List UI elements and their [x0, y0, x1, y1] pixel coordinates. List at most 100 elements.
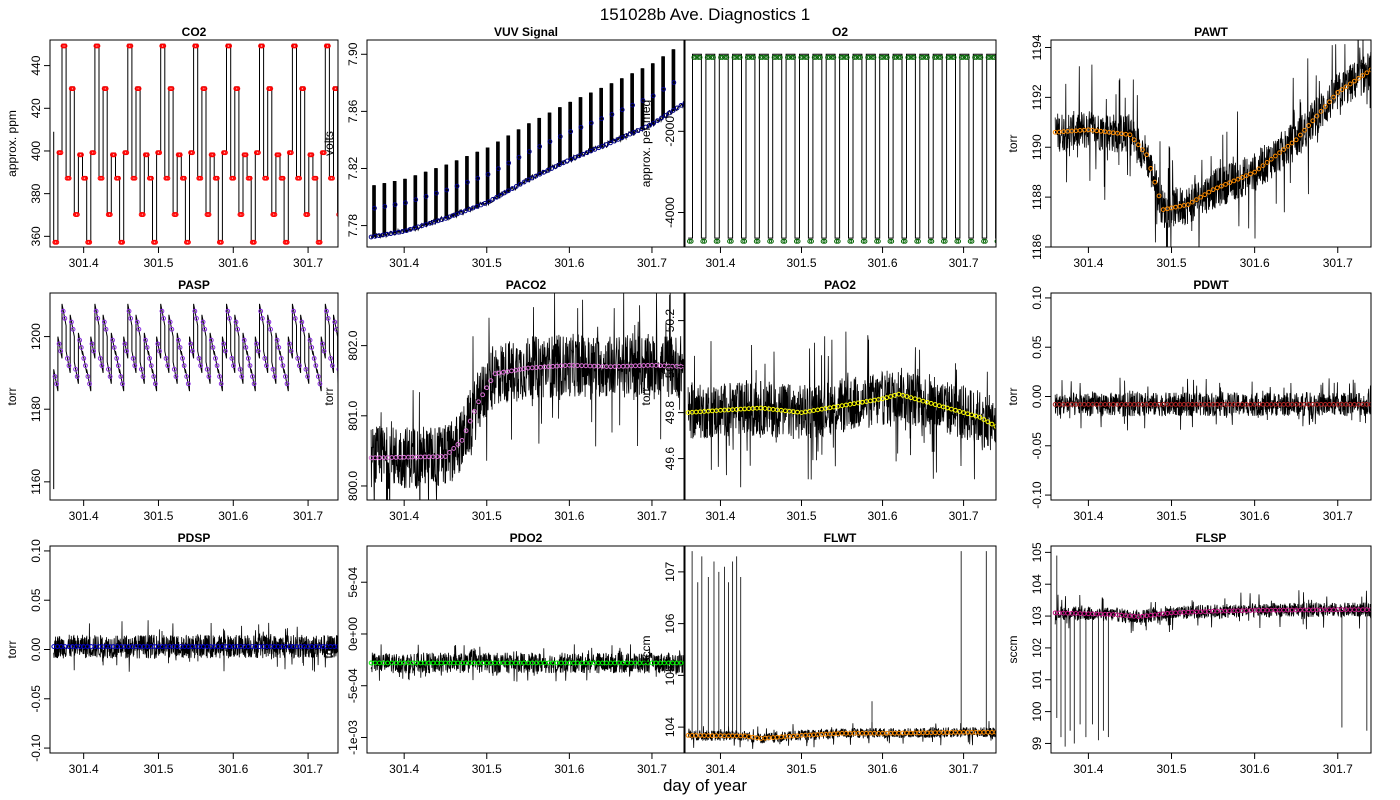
data-point	[243, 152, 249, 158]
data-point	[526, 149, 532, 154]
data-point	[235, 86, 241, 92]
data-point	[1198, 194, 1204, 200]
data-point	[208, 337, 214, 343]
data-point	[674, 105, 680, 111]
data-point	[916, 397, 922, 403]
data-point	[920, 398, 926, 404]
data-point	[260, 43, 265, 49]
data-point	[878, 55, 884, 60]
data-point	[245, 355, 251, 361]
data-point	[333, 326, 338, 332]
data-point	[740, 238, 746, 244]
data-point	[1173, 204, 1179, 210]
data-point	[545, 168, 551, 173]
data-point	[106, 366, 111, 372]
data-point	[204, 366, 210, 372]
data-point	[317, 239, 323, 245]
y-tick-label: 800.0	[346, 471, 360, 501]
data-point	[336, 212, 338, 217]
data-point	[233, 319, 239, 325]
data-point	[825, 55, 830, 60]
data-point	[1248, 171, 1253, 177]
data-point	[777, 55, 783, 60]
data-point	[149, 175, 154, 181]
data-point	[91, 150, 97, 156]
data-point	[936, 403, 942, 409]
data-point	[918, 55, 924, 60]
data-point	[554, 660, 560, 666]
data-point	[889, 238, 895, 244]
data-point	[896, 391, 902, 397]
data-point	[325, 43, 331, 49]
data-point	[875, 238, 881, 244]
data-point	[869, 55, 875, 60]
data-point	[820, 238, 826, 244]
x-tick-label: 301.7	[1323, 509, 1353, 523]
data-point	[831, 55, 837, 60]
data-point	[165, 175, 171, 181]
y-tick-label: 105	[663, 665, 677, 685]
data-point	[256, 150, 261, 156]
data-point	[898, 55, 904, 60]
data-point	[74, 374, 80, 379]
data-point	[990, 55, 995, 60]
panel-title: FLWT	[824, 531, 857, 545]
data-point	[1227, 180, 1233, 186]
data-point	[305, 374, 310, 379]
data-point	[900, 238, 906, 244]
data-point	[976, 55, 982, 60]
data-point	[58, 150, 64, 156]
data-point	[309, 152, 315, 158]
y-tick-label: 106	[663, 613, 677, 633]
y-tick-label: 5e-04	[346, 567, 360, 598]
data-point	[557, 134, 563, 139]
data-point	[173, 374, 179, 379]
data-point	[305, 212, 311, 217]
plot-area	[368, 644, 685, 682]
plot-area	[52, 303, 338, 490]
plot-area	[685, 331, 996, 488]
data-point	[639, 126, 645, 132]
chart-panel-co2: CO2 301.4 301.5 301.6 301.7 360 380 400 420 440 ap…	[5, 25, 339, 270]
y-tick-label: 7.90	[346, 42, 360, 66]
y-tick-label: 101	[1030, 669, 1044, 689]
y-axis-label: torr	[1006, 134, 1020, 152]
data-point	[933, 55, 939, 60]
data-point	[56, 341, 62, 347]
data-point	[231, 175, 237, 181]
data-point	[865, 55, 871, 60]
data-point	[1343, 84, 1349, 90]
data-point	[332, 319, 338, 325]
data-point	[736, 55, 741, 60]
data-point	[99, 175, 105, 181]
data-point	[769, 238, 774, 244]
x-tick-label: 301.6	[1240, 256, 1270, 270]
data-point	[218, 239, 224, 245]
data-point	[902, 238, 908, 244]
data-point	[1243, 173, 1249, 179]
data-point	[887, 238, 893, 244]
data-point	[177, 152, 183, 158]
y-tick-label: 99	[1030, 736, 1044, 750]
data-point	[1335, 89, 1341, 95]
data-point	[844, 55, 850, 60]
data-point	[443, 454, 448, 459]
data-point	[1127, 132, 1133, 138]
data-point	[325, 316, 331, 321]
data-point	[951, 55, 957, 60]
y-tick-label: -4000	[663, 197, 677, 228]
data-point	[213, 355, 218, 361]
data-point	[557, 162, 562, 168]
y-tick-label: 100	[1030, 701, 1044, 721]
data-point	[266, 319, 272, 325]
data-point	[494, 194, 500, 200]
y-tick-label: 1186	[1030, 234, 1044, 260]
data-point	[671, 80, 677, 85]
data-point	[888, 394, 894, 399]
data-point	[949, 406, 954, 412]
data-point	[549, 166, 555, 171]
data-point	[809, 238, 814, 244]
data-point	[235, 326, 241, 332]
data-point	[1351, 78, 1357, 84]
data-point	[753, 238, 759, 244]
